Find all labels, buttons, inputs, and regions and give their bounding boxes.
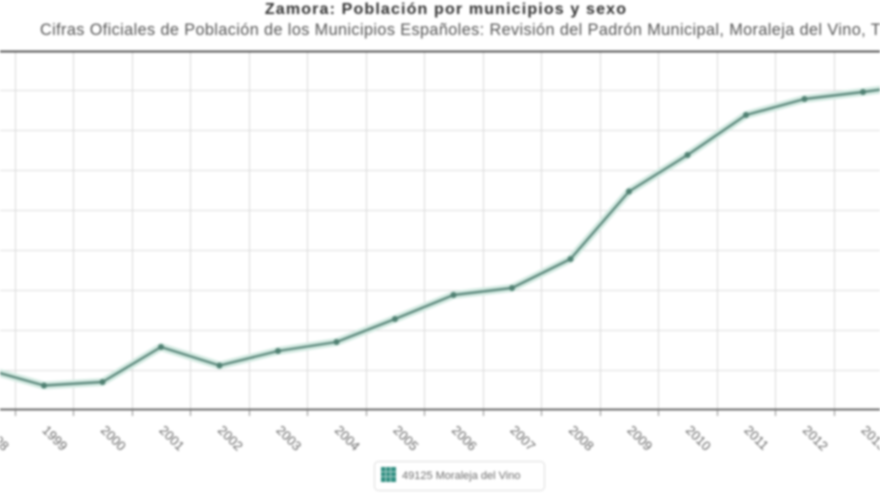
svg-text:1998: 1998	[0, 423, 12, 454]
svg-text:Cifras Oficiales de Población: Cifras Oficiales de Población de los Mun…	[40, 21, 880, 39]
svg-text:Zamora: Población por municipi: Zamora: Población por municipios y sexo	[265, 1, 627, 18]
svg-text:49125 Moraleja del Vino: 49125 Moraleja del Vino	[402, 470, 520, 482]
